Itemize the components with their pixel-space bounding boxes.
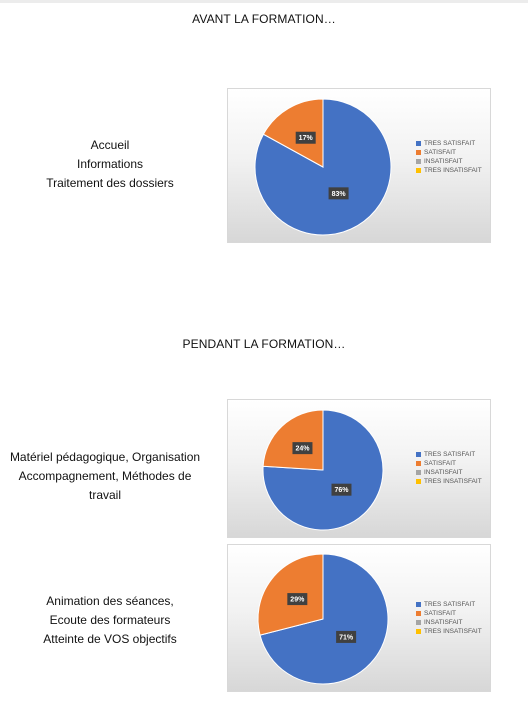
data-label-text: 29% (290, 597, 305, 604)
section-title-pendant: PENDANT LA FORMATION… (182, 337, 346, 351)
row-label-line: Traitement des dossiers (46, 176, 174, 190)
legend-item: TRES SATISFAIT (416, 600, 482, 609)
data-label-text: 76% (334, 487, 349, 494)
chart-legend: TRES SATISFAIT SATISFAIT INSATISFAIT TRES I… (416, 139, 482, 175)
legend-swatch (416, 479, 421, 484)
legend-label: INSATISFAIT (424, 158, 463, 165)
data-label: 17% (295, 131, 316, 144)
legend-label: TRES SATISFAIT (424, 140, 476, 147)
legend-swatch (416, 620, 421, 625)
legend-item: TRES INSATISFAIT (416, 627, 482, 636)
legend-swatch (416, 150, 421, 155)
section-title-avant: AVANT LA FORMATION… (192, 12, 336, 26)
legend-swatch (416, 452, 421, 457)
row-label-line: Ecoute des formateurs (49, 613, 171, 627)
pie-slice-satisfait (262, 409, 324, 471)
legend-item: INSATISFAIT (416, 468, 482, 477)
legend-item: TRES INSATISFAIT (416, 477, 482, 486)
legend-label: TRES SATISFAIT (424, 451, 476, 458)
legend-label: SATISFAIT (424, 460, 457, 467)
legend-swatch (416, 629, 421, 634)
legend-swatch (416, 470, 421, 475)
chart-legend: TRES SATISFAIT SATISFAIT INSATISFAIT TRES I… (416, 450, 482, 486)
row-label-line: Matériel pédagogique, Organisation (9, 450, 201, 464)
row-label-accueil: Accueil Informations Traitement des doss… (10, 136, 210, 193)
legend-item: INSATISFAIT (416, 157, 482, 166)
pie-chart-materiel: 76% 24% TRES SATISFAIT SATISFAIT INSATISFAIT… (227, 399, 491, 538)
legend-label: TRES INSATISFAIT (424, 167, 482, 174)
pie-chart-accueil: 83% 17% TRES SATISFAIT SATISFAIT INSATISFAIT… (227, 88, 491, 243)
data-label-box (331, 483, 352, 496)
data-label-box (328, 187, 349, 200)
row-label-line: travail (88, 488, 121, 502)
legend-swatch (416, 159, 421, 164)
pie-chart-animation: 71% 29% TRES SATISFAIT SATISFAIT INSATISFAIT… (227, 544, 491, 692)
pie-slice-satisfait (262, 98, 324, 168)
row-label-line: Informations (76, 157, 144, 171)
data-label-box (336, 630, 357, 643)
row-label-animation: Animation des séances, Ecoute des format… (10, 592, 210, 649)
legend-item: SATISFAIT (416, 459, 482, 468)
pie-svg: 71% 29% (257, 553, 389, 685)
legend-item: SATISFAIT (416, 148, 482, 157)
pie-svg: 83% 17% (254, 98, 392, 236)
data-label-text: 24% (295, 446, 310, 453)
legend-label: SATISFAIT (424, 610, 457, 617)
legend-swatch (416, 611, 421, 616)
legend-label: TRES INSATISFAIT (424, 478, 482, 485)
top-divider (0, 0, 528, 3)
pie-svg: 76% 24% (262, 409, 384, 531)
data-label-box (287, 593, 308, 606)
legend-item: TRES SATISFAIT (416, 450, 482, 459)
legend-label: TRES INSATISFAIT (424, 628, 482, 635)
data-label-box (295, 131, 316, 144)
chart-legend: TRES SATISFAIT SATISFAIT INSATISFAIT TRES I… (416, 600, 482, 636)
row-label-line: Animation des séances, (46, 594, 174, 608)
data-label-text: 71% (339, 634, 354, 641)
legend-label: INSATISFAIT (424, 469, 463, 476)
data-label-text: 83% (332, 191, 347, 198)
pie-slice-tres-satisfait (259, 553, 389, 685)
legend-item: SATISFAIT (416, 609, 482, 618)
legend-swatch (416, 168, 421, 173)
legend-label: INSATISFAIT (424, 619, 463, 626)
data-label: 71% (336, 630, 357, 643)
data-label: 29% (287, 593, 308, 606)
data-label: 24% (292, 442, 313, 455)
row-label-line: Accompagnement, Méthodes de (18, 469, 192, 483)
data-label: 83% (328, 187, 349, 200)
legend-item: INSATISFAIT (416, 618, 482, 627)
legend-label: SATISFAIT (424, 149, 457, 156)
legend-swatch (416, 141, 421, 146)
legend-swatch (416, 602, 421, 607)
pie-slice-tres-satisfait (254, 98, 392, 236)
legend-item: TRES SATISFAIT (416, 139, 482, 148)
data-label: 76% (331, 483, 352, 496)
legend-item: TRES INSATISFAIT (416, 166, 482, 175)
legend-label: TRES SATISFAIT (424, 601, 476, 608)
row-label-materiel: Matériel pédagogique, Organisation Accom… (0, 448, 210, 505)
legend-swatch (416, 461, 421, 466)
data-label-box (292, 442, 313, 455)
data-label-text: 17% (299, 135, 314, 142)
row-label-line: Atteinte de VOS objectifs (43, 632, 177, 646)
row-label-line: Accueil (90, 138, 130, 152)
